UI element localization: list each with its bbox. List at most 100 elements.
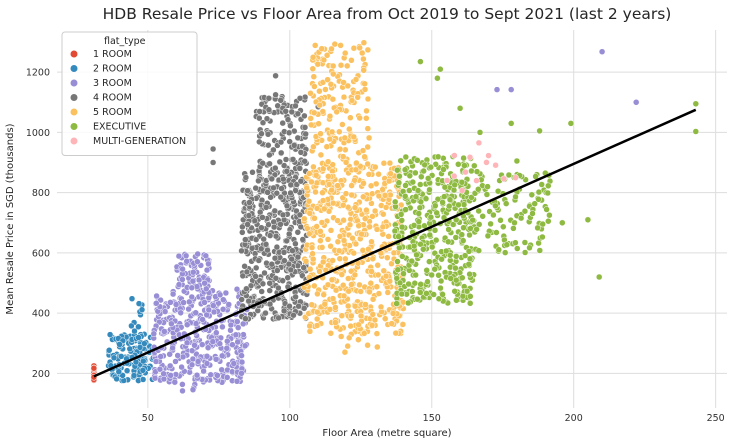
data-point [344,302,352,310]
data-point [466,154,474,161]
data-point [358,230,365,238]
data-point [415,210,423,217]
data-point [141,340,148,347]
data-point [410,242,418,250]
data-point [234,338,241,346]
data-point [352,166,360,174]
data-point [201,279,208,287]
data-point [483,159,490,166]
data-point [297,149,305,156]
data-point [395,179,403,186]
data-point [131,327,138,335]
data-point [452,264,459,272]
data-point [507,86,515,93]
legend-marker [70,137,78,145]
data-point [417,181,424,188]
data-point [401,193,409,200]
data-point [512,193,519,201]
data-point [544,189,552,197]
data-point [332,319,339,326]
series-executive [391,58,700,307]
data-point [355,222,362,230]
data-point [458,179,466,186]
data-point [312,188,319,196]
data-point [258,288,265,295]
data-point [414,187,422,194]
data-point [500,223,507,231]
data-point [443,177,451,184]
data-point [339,201,347,209]
data-point [307,115,314,122]
data-point [329,257,336,264]
data-point [341,348,349,356]
data-point [201,299,208,306]
y-tick-label: 600 [32,248,50,259]
data-point [417,58,424,65]
data-point [185,305,192,313]
data-point [283,237,290,245]
data-point [420,167,427,175]
data-point [314,290,321,298]
data-point [361,80,368,88]
data-point [463,287,471,295]
data-point [476,129,484,136]
data-point [348,312,355,320]
data-point [270,223,278,231]
data-point [192,320,200,327]
data-point [427,213,435,221]
y-tick-label: 1000 [26,128,50,139]
data-point [420,246,427,253]
data-point [500,175,508,183]
data-point [438,255,445,263]
data-point [360,39,368,46]
data-point [301,124,309,131]
data-point [306,230,313,238]
data-point [246,199,253,206]
data-point [138,306,146,313]
data-point [342,159,350,166]
tick-labels: 50 100 150 200 250 200 400 600 800 1000 1200 [26,68,725,424]
data-point [314,60,322,68]
data-point [536,127,543,135]
data-point [526,244,533,252]
legend-label: MULTI-GENERATION [93,136,186,147]
data-point [216,340,224,347]
data-point [339,281,347,289]
data-point [216,291,224,299]
data-point [459,292,467,300]
data-point [437,277,445,285]
data-point [233,285,241,293]
data-point [306,328,314,335]
data-point [222,289,230,297]
data-point [190,268,197,276]
data-point [239,223,246,231]
data-point [324,76,331,83]
data-point [277,193,285,201]
data-point [205,306,213,314]
data-point [367,182,375,190]
data-point [538,181,545,188]
legend-label: 3 ROOM [93,78,132,89]
data-point [309,65,317,73]
data-point [375,192,383,200]
data-point [266,151,273,159]
data-point [319,258,327,266]
data-point [317,228,324,235]
data-point [452,276,460,284]
series-1-room [90,362,98,384]
data-point [139,376,147,383]
data-point [329,62,337,70]
data-point [313,179,321,187]
data-point [233,378,241,385]
data-point [336,128,343,136]
data-point [270,184,277,192]
data-point [263,259,270,267]
y-tick-label: 400 [32,309,50,320]
data-point [364,125,372,132]
data-point [364,341,371,349]
series-4-room [209,72,362,323]
data-point [546,211,553,219]
data-point [465,248,473,255]
data-point [350,249,358,257]
data-point [399,321,407,328]
